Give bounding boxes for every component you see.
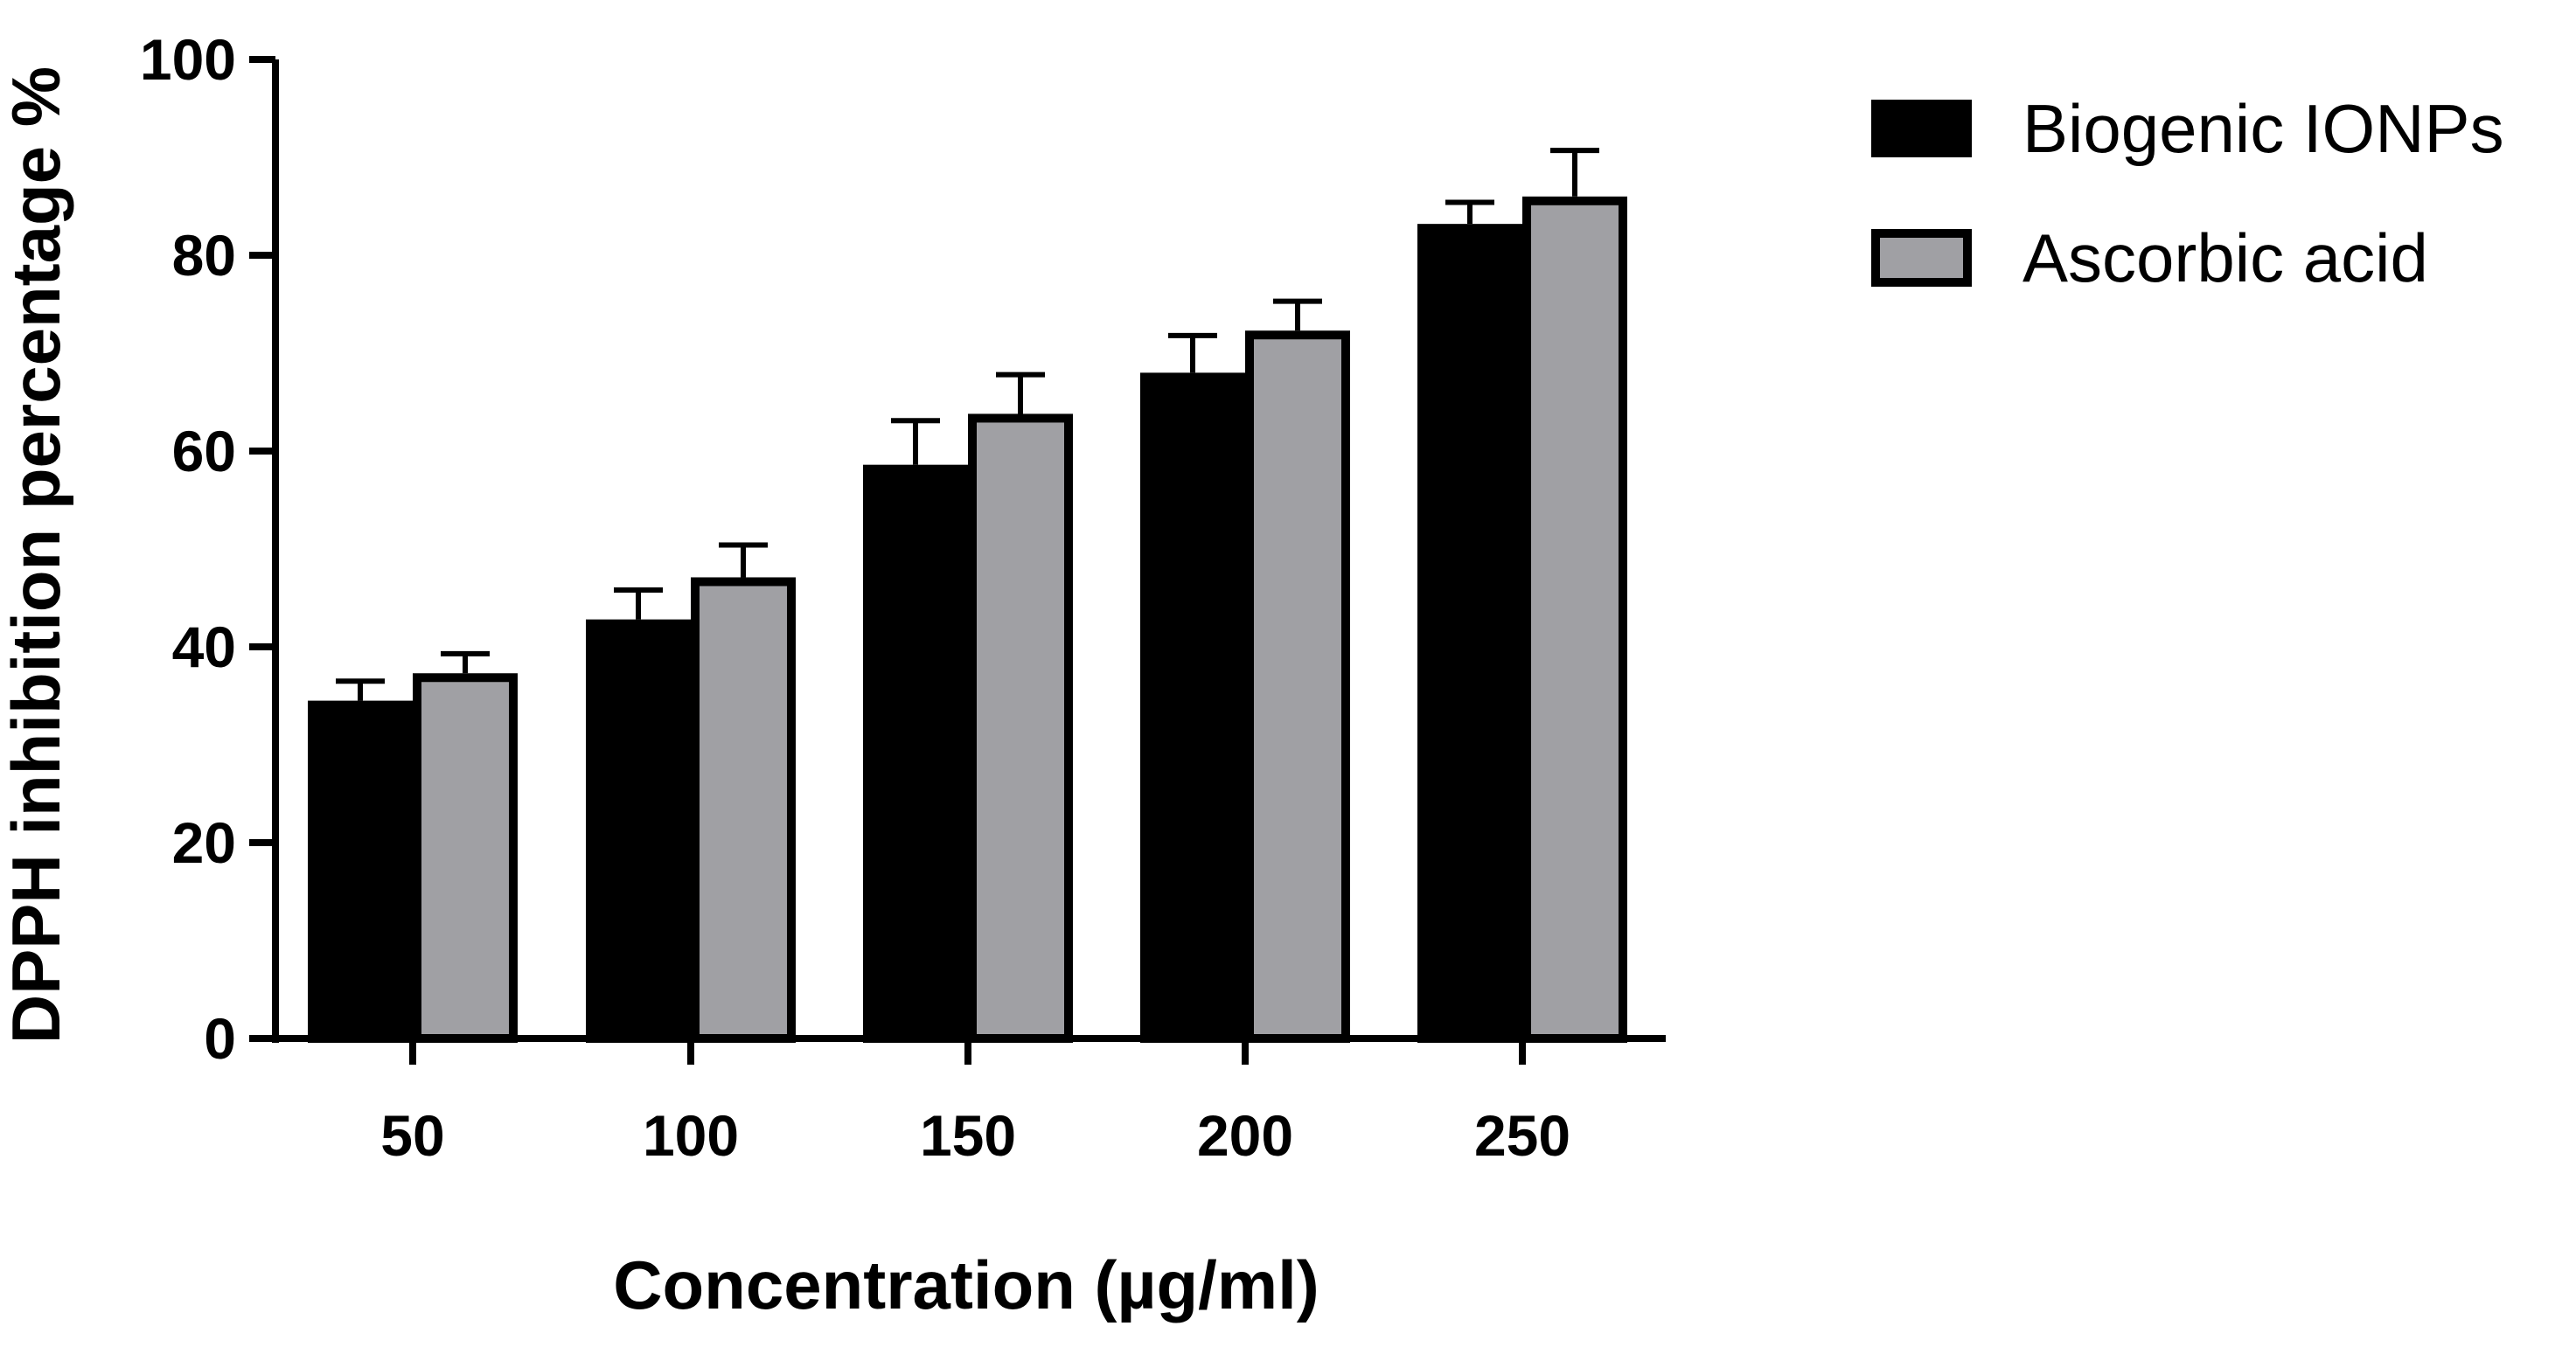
bar-ascorbic-200 xyxy=(1245,330,1350,1043)
y-tick-label-80: 80 xyxy=(172,223,236,288)
x-axis-title: Concentration (µg/ml) xyxy=(613,1246,1319,1323)
bar-biogenic-50 xyxy=(308,700,413,1043)
y-axis-title: DPPH inhibition percentage % xyxy=(0,66,74,1044)
bar-biogenic-200 xyxy=(1140,372,1245,1043)
bar-ascorbic-250 xyxy=(1522,196,1627,1044)
y-tick-label-100: 100 xyxy=(140,27,236,92)
x-tick-label-150: 150 xyxy=(920,1103,1016,1168)
bar-biogenic-150 xyxy=(863,464,968,1043)
y-tick-label-60: 60 xyxy=(172,419,236,483)
bars-layer xyxy=(308,148,1627,1044)
y-tick-label-0: 0 xyxy=(204,1006,236,1071)
y-tick-label-40: 40 xyxy=(172,614,236,679)
legend-label-ascorbic: Ascorbic acid xyxy=(2023,219,2428,296)
bar-biogenic-100 xyxy=(586,619,691,1043)
bar-ascorbic-150 xyxy=(968,413,1073,1043)
x-tick-label-200: 200 xyxy=(1197,1103,1293,1168)
x-tick-label-250: 250 xyxy=(1474,1103,1570,1168)
bar-biogenic-250 xyxy=(1417,224,1522,1044)
x-tick-label-100: 100 xyxy=(643,1103,739,1168)
legend-swatch-ascorbic xyxy=(1871,229,1972,287)
bar-ascorbic-50 xyxy=(413,673,518,1043)
ticks-layer: 0 20 40 60 80 100 50 100 150 200 250 xyxy=(140,27,1570,1168)
x-tick-label-50: 50 xyxy=(380,1103,444,1168)
legend-swatch-biogenic xyxy=(1871,100,1972,157)
bar-ascorbic-100 xyxy=(691,577,796,1043)
y-tick-label-20: 20 xyxy=(172,810,236,875)
legend-label-biogenic: Biogenic IONPs xyxy=(2023,90,2504,167)
legend: Biogenic IONPs Ascorbic acid xyxy=(1871,90,2504,296)
